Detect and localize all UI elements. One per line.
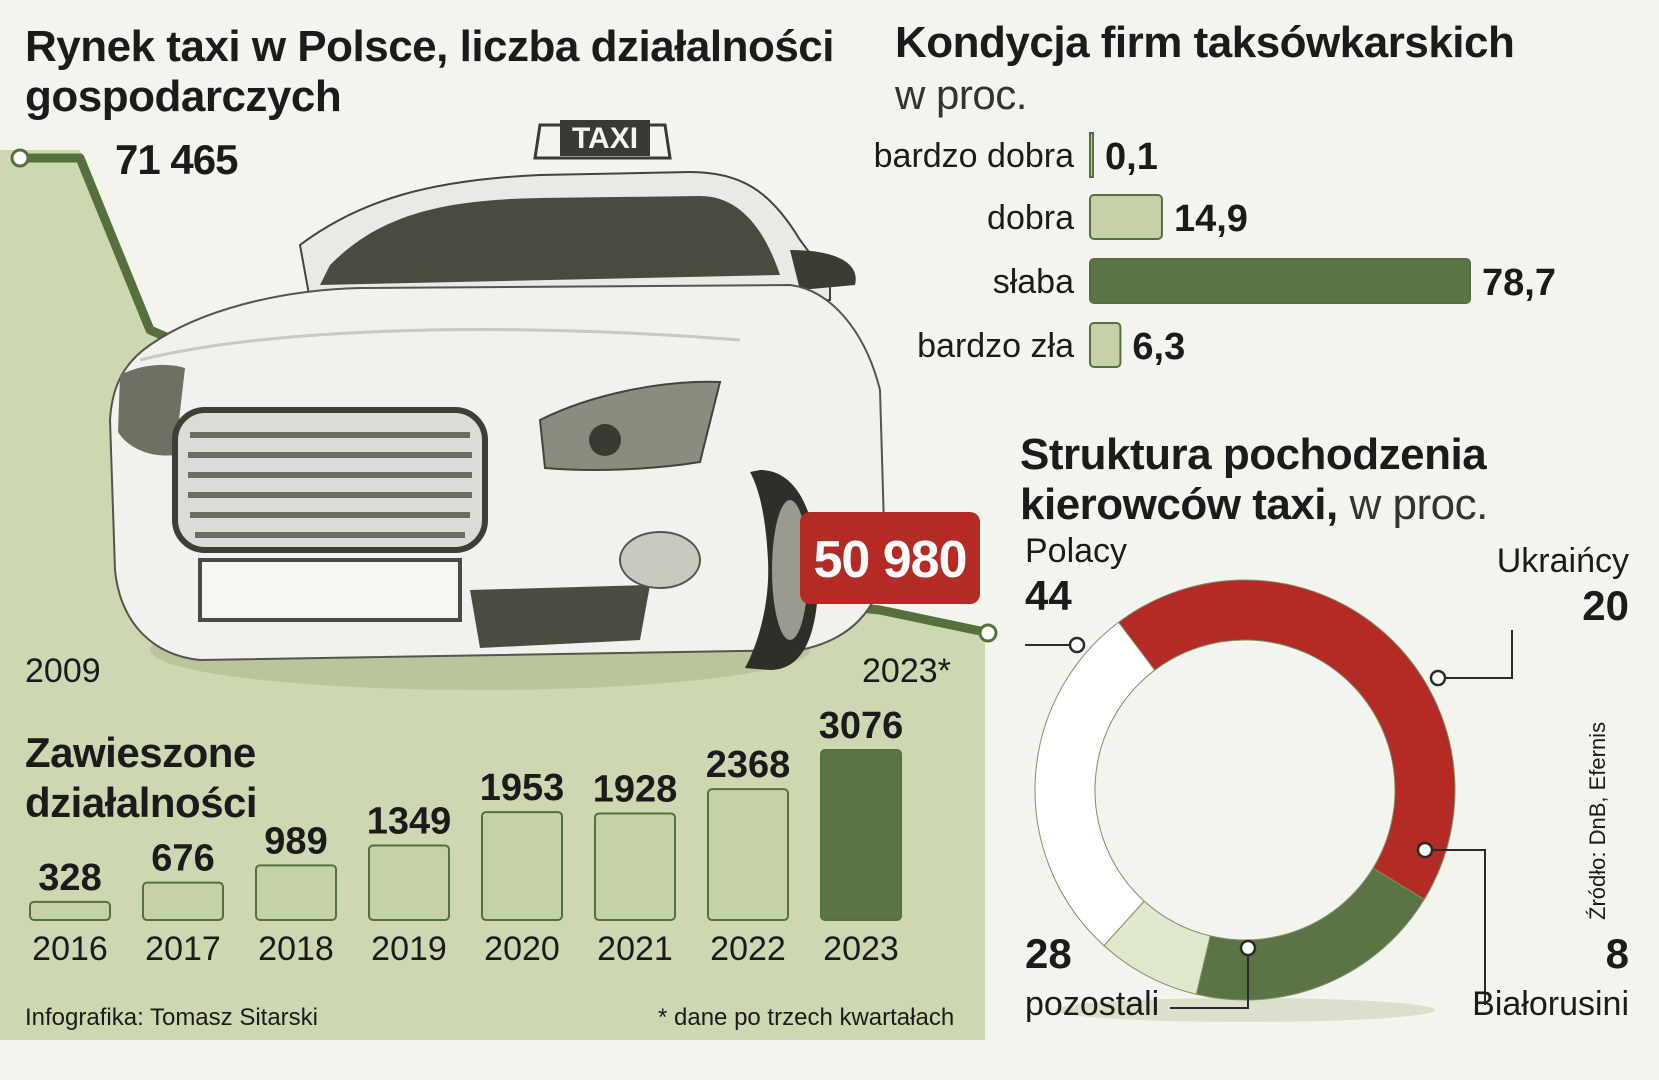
line-x-label-end: 2023* (862, 652, 951, 690)
suspended-bar (368, 844, 450, 921)
donut-category-label: Ukraińcy (1497, 542, 1629, 580)
condition-value-label: 78,7 (1482, 262, 1556, 304)
condition-category-label: bardzo zła (917, 327, 1074, 365)
donut-leader-line (1438, 630, 1513, 679)
source-note: Źródło: DnB, Efernis (1585, 721, 1610, 920)
origin-title-bold: Struktura pochodzenia kierowców taxi, (1020, 430, 1487, 529)
suspended-value-label: 2368 (706, 744, 791, 786)
condition-category-label: dobra (987, 199, 1074, 237)
condition-bar (1089, 194, 1163, 240)
suspended-value-label: 1953 (480, 767, 565, 809)
suspended-value-label: 1928 (593, 768, 678, 810)
donut-slice (1195, 867, 1425, 1001)
taxi-car-illustration: TAXI (108, 120, 887, 670)
suspended-year-label: 2021 (597, 930, 673, 968)
line-value-label-start: 71 465 (115, 136, 238, 183)
line-x-label-start: 2009 (25, 652, 101, 690)
suspended-year-label: 2022 (710, 930, 786, 968)
footnote: * dane po trzech kwartałach (658, 1004, 955, 1031)
condition-title: Kondycja firm taksówkarskich (895, 18, 1515, 67)
suspended-value-label: 989 (264, 820, 327, 862)
condition-category-label: bardzo dobra (874, 137, 1074, 175)
donut-value-label: 44 (1025, 572, 1072, 619)
donut-leader-dot (1239, 939, 1257, 957)
suspended-bar (707, 788, 789, 921)
donut-value-label: 28 (1025, 930, 1072, 977)
suspended-value-label: 676 (151, 838, 214, 880)
suspended-year-label: 2019 (371, 930, 447, 968)
donut-shadow (1055, 998, 1435, 1022)
condition-value-label: 6,3 (1132, 326, 1185, 368)
donut-slice (1117, 579, 1456, 901)
condition-value-label: 0,1 (1105, 136, 1158, 178)
suspended-year-label: 2023 (823, 930, 899, 968)
donut-leader-line (1425, 849, 1486, 1005)
donut-value-label: 20 (1582, 582, 1629, 629)
suspended-value-label: 328 (38, 857, 101, 899)
suspended-bar (29, 900, 111, 921)
trend-end-marker (978, 623, 998, 643)
suspended-bar (820, 749, 902, 921)
suspended-bar (255, 864, 337, 922)
suspended-year-label: 2016 (32, 930, 108, 968)
condition-category-label: słaba (993, 263, 1074, 301)
origin-unit: w proc. (1349, 480, 1488, 529)
donut-category-label: Białorusini (1472, 985, 1629, 1023)
suspended-year-label: 2018 (258, 930, 334, 968)
suspended-bar (142, 881, 224, 921)
condition-value-label: 14,9 (1174, 198, 1248, 240)
suspended-year-label: 2017 (145, 930, 221, 968)
donut-value-label: 8 (1606, 930, 1629, 977)
donut-slice (1034, 621, 1156, 947)
market-title: Rynek taxi w Polsce, liczba działalności… (25, 22, 835, 121)
donut-leader-dot (1068, 636, 1086, 654)
donut-category-label: pozostali (1025, 985, 1159, 1023)
trend-start-marker (10, 148, 30, 168)
taxi-sign-text: TAXI (572, 122, 638, 155)
condition-bar (1089, 258, 1471, 304)
donut-leader-line (1170, 948, 1249, 1009)
condition-bar (1089, 322, 1122, 368)
condition-bar-chart: bardzo dobra 0,1 dobra 14,9 słaba 78,7 bardzo … (874, 132, 1556, 368)
suspended-bar-chart: 328 2016 676 2017 989 2018 1349 2019 1953 2020 192… (29, 705, 904, 968)
suspended-bar (594, 812, 676, 922)
suspended-bar (481, 811, 563, 922)
suspended-title: Zawieszone działalności (25, 729, 258, 826)
line-value-label-end: 50 980 (813, 531, 967, 589)
suspended-year-label: 2020 (484, 930, 560, 968)
condition-bar (1089, 132, 1094, 178)
line-value-label-end-box (800, 512, 980, 604)
donut-leader-dot (1429, 669, 1447, 687)
credit: Infografika: Tomasz Sitarski (25, 1004, 319, 1031)
suspended-value-label: 1349 (367, 800, 452, 842)
suspended-value-label: 3076 (819, 705, 904, 747)
donut-category-label: Polacy (1025, 532, 1127, 570)
donut-leader-dot (1416, 841, 1434, 859)
origin-title: Struktura pochodzenia kierowców taxi, w … (1020, 430, 1580, 530)
condition-unit: w proc. (895, 71, 1027, 118)
